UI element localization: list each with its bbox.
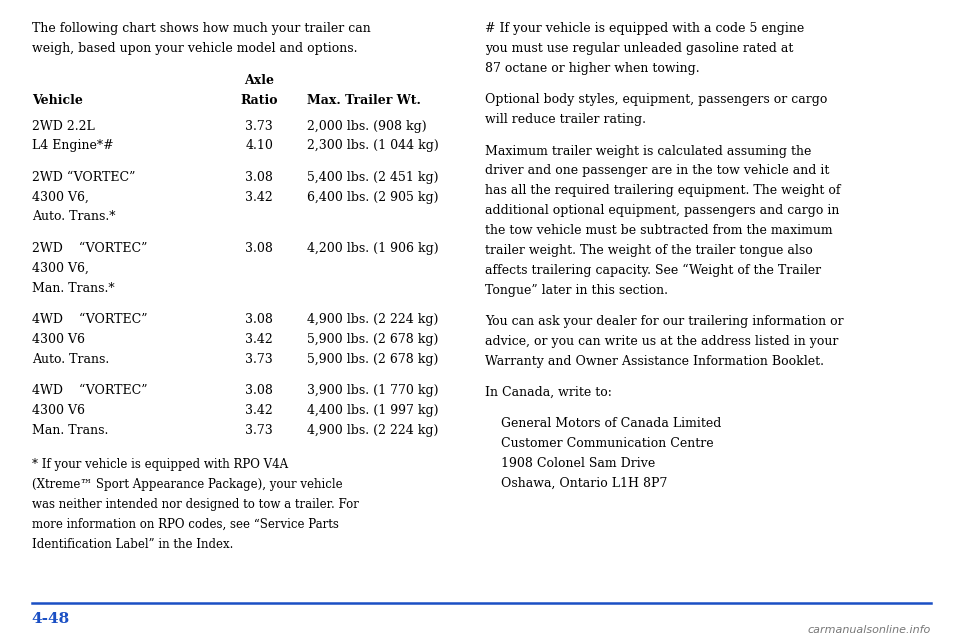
Text: 4300 V6: 4300 V6	[32, 333, 84, 346]
Text: In Canada, write to:: In Canada, write to:	[485, 386, 612, 399]
Text: affects trailering capacity. See “Weight of the Trailer: affects trailering capacity. See “Weight…	[485, 264, 821, 277]
Text: Ratio: Ratio	[240, 94, 278, 107]
Text: 3.08: 3.08	[245, 384, 274, 397]
Text: General Motors of Canada Limited: General Motors of Canada Limited	[485, 417, 721, 430]
Text: 3.08: 3.08	[245, 171, 274, 184]
Text: 3.42: 3.42	[246, 191, 273, 204]
Text: driver and one passenger are in the tow vehicle and it: driver and one passenger are in the tow …	[485, 164, 829, 177]
Text: 1908 Colonel Sam Drive: 1908 Colonel Sam Drive	[485, 457, 655, 470]
Text: # If your vehicle is equipped with a code 5 engine: # If your vehicle is equipped with a cod…	[485, 22, 804, 35]
Text: 3.73: 3.73	[246, 353, 273, 365]
Text: the tow vehicle must be subtracted from the maximum: the tow vehicle must be subtracted from …	[485, 224, 832, 237]
Text: 3.73: 3.73	[246, 120, 273, 132]
Text: 2WD 2.2L: 2WD 2.2L	[32, 120, 94, 132]
Text: trailer weight. The weight of the trailer tongue also: trailer weight. The weight of the traile…	[485, 244, 812, 257]
Text: has all the required trailering equipment. The weight of: has all the required trailering equipmen…	[485, 184, 840, 197]
Text: 87 octane or higher when towing.: 87 octane or higher when towing.	[485, 62, 700, 75]
Text: will reduce trailer rating.: will reduce trailer rating.	[485, 113, 646, 126]
Text: 2WD    “VORTEC”: 2WD “VORTEC”	[32, 242, 147, 255]
Text: Optional body styles, equipment, passengers or cargo: Optional body styles, equipment, passeng…	[485, 93, 828, 106]
Text: you must use regular unleaded gasoline rated at: you must use regular unleaded gasoline r…	[485, 42, 793, 55]
Text: Tongue” later in this section.: Tongue” later in this section.	[485, 284, 668, 296]
Text: 3.42: 3.42	[246, 333, 273, 346]
Text: 4300 V6,: 4300 V6,	[32, 262, 88, 275]
Text: 2,000 lbs. (908 kg): 2,000 lbs. (908 kg)	[307, 120, 427, 132]
Text: You can ask your dealer for our trailering information or: You can ask your dealer for our traileri…	[485, 315, 844, 328]
Text: 4-48: 4-48	[32, 612, 70, 627]
Text: Auto. Trans.*: Auto. Trans.*	[32, 211, 115, 223]
Text: Axle: Axle	[244, 74, 275, 87]
Text: 4WD    “VORTEC”: 4WD “VORTEC”	[32, 384, 147, 397]
Text: was neither intended nor designed to tow a trailer. For: was neither intended nor designed to tow…	[32, 498, 358, 511]
Text: 3.42: 3.42	[246, 404, 273, 417]
Text: more information on RPO codes, see “Service Parts: more information on RPO codes, see “Serv…	[32, 518, 339, 531]
Text: carmanualsonline.info: carmanualsonline.info	[808, 625, 931, 635]
Text: 3.08: 3.08	[245, 313, 274, 326]
Text: 4,200 lbs. (1 906 kg): 4,200 lbs. (1 906 kg)	[307, 242, 439, 255]
Text: * If your vehicle is equipped with RPO V4A: * If your vehicle is equipped with RPO V…	[32, 458, 288, 472]
Text: 4300 V6,: 4300 V6,	[32, 191, 88, 204]
Text: Max. Trailer Wt.: Max. Trailer Wt.	[307, 94, 421, 107]
Text: Man. Trans.: Man. Trans.	[32, 424, 108, 436]
Text: 5,400 lbs. (2 451 kg): 5,400 lbs. (2 451 kg)	[307, 171, 439, 184]
Text: The following chart shows how much your trailer can: The following chart shows how much your …	[32, 22, 371, 35]
Text: Customer Communication Centre: Customer Communication Centre	[485, 437, 713, 450]
Text: additional optional equipment, passengers and cargo in: additional optional equipment, passenger…	[485, 204, 839, 217]
Text: Man. Trans.*: Man. Trans.*	[32, 282, 114, 294]
Text: Warranty and Owner Assistance Information Booklet.: Warranty and Owner Assistance Informatio…	[485, 355, 824, 367]
Text: 4.10: 4.10	[245, 140, 274, 152]
Text: 4,400 lbs. (1 997 kg): 4,400 lbs. (1 997 kg)	[307, 404, 439, 417]
Text: 4,900 lbs. (2 224 kg): 4,900 lbs. (2 224 kg)	[307, 424, 439, 436]
Text: Vehicle: Vehicle	[32, 94, 83, 107]
Text: 4WD    “VORTEC”: 4WD “VORTEC”	[32, 313, 147, 326]
Text: Auto. Trans.: Auto. Trans.	[32, 353, 108, 365]
Text: 4300 V6: 4300 V6	[32, 404, 84, 417]
Text: 4,900 lbs. (2 224 kg): 4,900 lbs. (2 224 kg)	[307, 313, 439, 326]
Text: 5,900 lbs. (2 678 kg): 5,900 lbs. (2 678 kg)	[307, 353, 439, 365]
Text: 3,900 lbs. (1 770 kg): 3,900 lbs. (1 770 kg)	[307, 384, 439, 397]
Text: 6,400 lbs. (2 905 kg): 6,400 lbs. (2 905 kg)	[307, 191, 439, 204]
Text: advice, or you can write us at the address listed in your: advice, or you can write us at the addre…	[485, 335, 838, 348]
Text: 3.73: 3.73	[246, 424, 273, 436]
Text: Maximum trailer weight is calculated assuming the: Maximum trailer weight is calculated ass…	[485, 145, 811, 157]
Text: L4 Engine*#: L4 Engine*#	[32, 140, 113, 152]
Text: Identification Label” in the Index.: Identification Label” in the Index.	[32, 538, 233, 551]
Text: 2WD “VORTEC”: 2WD “VORTEC”	[32, 171, 135, 184]
Text: weigh, based upon your vehicle model and options.: weigh, based upon your vehicle model and…	[32, 42, 357, 55]
Text: (Xtreme™ Sport Appearance Package), your vehicle: (Xtreme™ Sport Appearance Package), your…	[32, 478, 343, 492]
Text: 5,900 lbs. (2 678 kg): 5,900 lbs. (2 678 kg)	[307, 333, 439, 346]
Text: 2,300 lbs. (1 044 kg): 2,300 lbs. (1 044 kg)	[307, 140, 439, 152]
Text: 3.08: 3.08	[245, 242, 274, 255]
Text: Oshawa, Ontario L1H 8P7: Oshawa, Ontario L1H 8P7	[485, 477, 667, 490]
